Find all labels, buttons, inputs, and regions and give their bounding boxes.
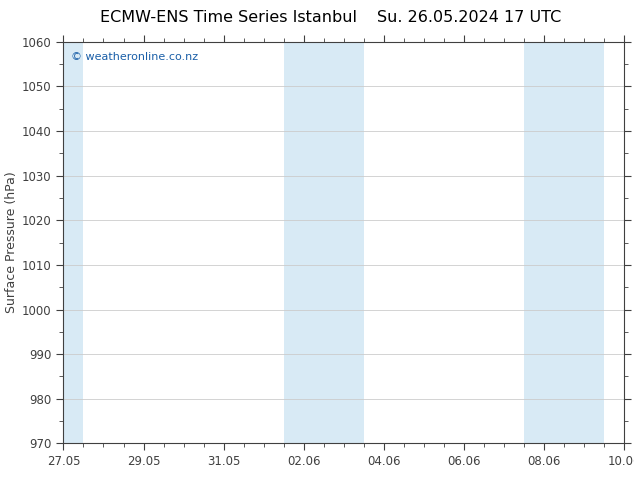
Text: ECMW-ENS Time Series Istanbul: ECMW-ENS Time Series Istanbul xyxy=(100,10,357,24)
Bar xyxy=(524,42,564,443)
Text: Su. 26.05.2024 17 UTC: Su. 26.05.2024 17 UTC xyxy=(377,10,561,24)
Bar xyxy=(564,42,604,443)
Bar xyxy=(284,42,324,443)
Bar xyxy=(60,42,84,443)
Y-axis label: Surface Pressure (hPa): Surface Pressure (hPa) xyxy=(4,172,18,314)
Text: © weatheronline.co.nz: © weatheronline.co.nz xyxy=(71,51,198,62)
Bar xyxy=(324,42,364,443)
